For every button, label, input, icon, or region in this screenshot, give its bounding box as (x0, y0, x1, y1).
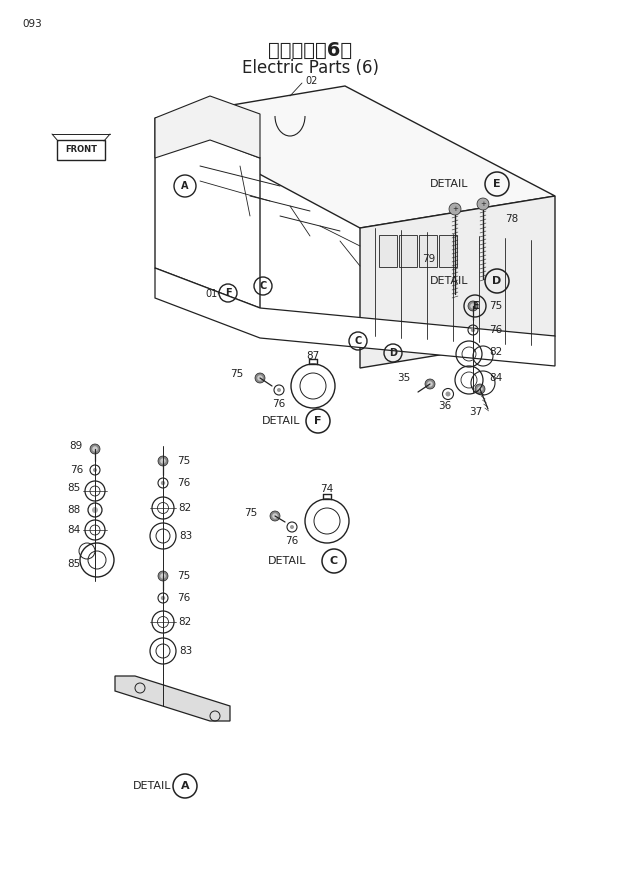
Text: DETAIL: DETAIL (133, 781, 172, 791)
FancyBboxPatch shape (379, 235, 397, 267)
Polygon shape (360, 196, 555, 368)
Circle shape (475, 384, 485, 394)
FancyBboxPatch shape (439, 235, 457, 267)
Circle shape (446, 392, 451, 397)
Polygon shape (155, 268, 555, 366)
Text: 76: 76 (177, 478, 190, 488)
Circle shape (470, 303, 476, 308)
Circle shape (270, 511, 280, 521)
Circle shape (427, 381, 433, 386)
Text: FRONT: FRONT (65, 145, 97, 154)
Text: E: E (472, 301, 478, 311)
Circle shape (161, 596, 165, 600)
Text: C: C (259, 281, 267, 291)
Text: 82: 82 (178, 503, 191, 513)
Circle shape (90, 444, 100, 454)
Text: 85: 85 (68, 483, 81, 493)
Text: 88: 88 (68, 505, 81, 515)
Text: 76: 76 (177, 593, 190, 603)
Text: F: F (314, 416, 322, 426)
Circle shape (161, 481, 165, 485)
Text: C: C (355, 336, 361, 346)
Text: A: A (181, 181, 188, 191)
Polygon shape (155, 118, 260, 308)
Text: 37: 37 (469, 407, 482, 417)
Circle shape (257, 375, 263, 381)
Polygon shape (115, 676, 230, 721)
Text: 35: 35 (397, 373, 410, 383)
Text: DETAIL: DETAIL (262, 416, 301, 426)
Text: D: D (389, 348, 397, 358)
Circle shape (158, 571, 168, 581)
Text: 75: 75 (177, 456, 190, 466)
Text: 75: 75 (244, 508, 257, 518)
Text: 79: 79 (422, 254, 435, 264)
Text: 76: 76 (272, 399, 286, 409)
Circle shape (160, 573, 166, 579)
Text: 84: 84 (489, 373, 502, 383)
Text: 76: 76 (489, 325, 502, 335)
Text: 78: 78 (505, 214, 518, 224)
Text: 02: 02 (305, 76, 317, 86)
FancyBboxPatch shape (57, 140, 105, 160)
Text: 01: 01 (206, 289, 218, 299)
Circle shape (160, 458, 166, 463)
Text: 電気部品（6）: 電気部品（6） (268, 40, 352, 60)
Text: Electric Parts (6): Electric Parts (6) (242, 59, 378, 77)
Circle shape (272, 513, 278, 519)
Text: 82: 82 (489, 347, 502, 357)
Text: 36: 36 (438, 401, 451, 411)
Circle shape (158, 456, 168, 466)
Text: DETAIL: DETAIL (268, 556, 306, 566)
Text: 74: 74 (321, 484, 334, 494)
Text: DETAIL: DETAIL (430, 276, 469, 286)
Text: +: + (480, 201, 486, 207)
Text: 75: 75 (489, 301, 502, 311)
Text: 87: 87 (306, 351, 320, 361)
Text: DETAIL: DETAIL (430, 179, 469, 189)
Text: 76: 76 (285, 536, 299, 546)
Text: F: F (224, 288, 231, 298)
Polygon shape (155, 96, 260, 158)
Circle shape (471, 328, 475, 332)
Text: 89: 89 (69, 441, 83, 451)
Circle shape (290, 525, 294, 529)
Circle shape (477, 386, 483, 392)
Text: D: D (492, 276, 502, 286)
Text: +: + (452, 206, 458, 212)
Text: 093: 093 (22, 19, 42, 29)
Circle shape (468, 301, 478, 311)
Text: 83: 83 (179, 646, 192, 656)
Circle shape (92, 446, 98, 452)
Text: 83: 83 (179, 531, 192, 541)
FancyBboxPatch shape (399, 235, 417, 267)
FancyBboxPatch shape (419, 235, 437, 267)
Circle shape (425, 379, 435, 389)
Text: 85: 85 (68, 559, 81, 569)
Text: 84: 84 (68, 525, 81, 535)
Text: 76: 76 (69, 465, 83, 475)
Circle shape (92, 507, 98, 513)
Text: 75: 75 (177, 571, 190, 581)
Text: E: E (493, 179, 501, 189)
Circle shape (277, 388, 281, 392)
Circle shape (477, 198, 489, 210)
Polygon shape (155, 86, 555, 228)
Circle shape (449, 203, 461, 215)
Text: A: A (180, 781, 189, 791)
Text: 75: 75 (230, 369, 243, 379)
Text: C: C (330, 556, 338, 566)
Circle shape (255, 373, 265, 383)
Circle shape (93, 468, 97, 472)
Text: 82: 82 (178, 617, 191, 627)
